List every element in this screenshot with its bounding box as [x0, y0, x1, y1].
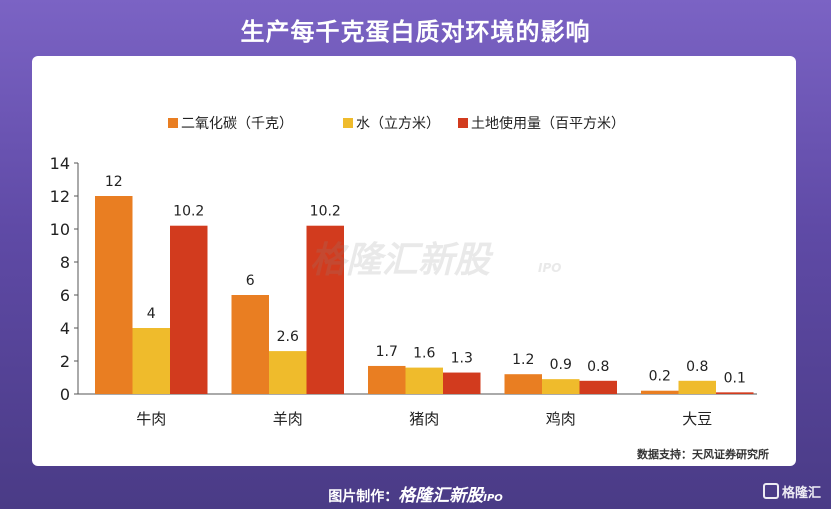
- data-label: 0.8: [686, 359, 708, 375]
- legend: 二氧化碳（千克） 水（立方米） 土地使用量（百平方米）: [168, 115, 625, 132]
- data-label: 12: [105, 174, 123, 190]
- bar: [542, 379, 580, 394]
- category-label: 羊肉: [273, 410, 303, 428]
- image-credit: 图片制作：格隆汇新股IPO: [0, 481, 831, 506]
- category-label: 鸡肉: [546, 410, 576, 428]
- data-label: 4: [147, 306, 156, 322]
- y-tick-label: 4: [60, 319, 70, 338]
- legend-swatch: [168, 118, 178, 128]
- corner-logo: 格隆汇: [762, 482, 821, 501]
- bar: [443, 372, 481, 394]
- bar: [132, 328, 170, 394]
- corner-logo-text: 格隆汇: [781, 486, 821, 501]
- bars: [95, 196, 754, 394]
- data-label: 0.8: [587, 359, 609, 375]
- chart-title: 生产每千克蛋白质对环境的影响: [240, 18, 591, 46]
- credit-brand: 格隆汇新股: [398, 486, 484, 506]
- bar: [405, 367, 443, 394]
- data-label: 0.1: [724, 370, 746, 386]
- data-label: 6: [246, 273, 255, 289]
- bar: [504, 374, 542, 394]
- data-label: 1.3: [451, 351, 473, 367]
- y-tick-label: 12: [50, 187, 70, 206]
- category-label: 大豆: [682, 410, 712, 428]
- category-label: 牛肉: [136, 410, 166, 428]
- y-tick-label: 0: [60, 385, 70, 404]
- data-label: 0.2: [649, 369, 671, 385]
- legend-swatch: [458, 118, 468, 128]
- watermark-sub: IPO: [538, 261, 561, 275]
- y-tick-label: 8: [60, 253, 70, 272]
- bar: [269, 351, 307, 394]
- y-tick-label: 6: [60, 286, 70, 305]
- chart-panel: [32, 56, 796, 466]
- y-tick-label: 14: [50, 154, 70, 173]
- bar: [368, 365, 406, 394]
- bar: [579, 380, 617, 394]
- legend-label: 水（立方米）: [356, 116, 440, 132]
- bar: [678, 380, 716, 394]
- bar: [716, 392, 754, 394]
- y-tick-label: 10: [50, 220, 70, 239]
- data-label: 10.2: [310, 204, 341, 220]
- data-label: 1.6: [413, 346, 435, 362]
- bar: [306, 225, 344, 394]
- watermark-text: 格隆汇新股: [310, 240, 494, 281]
- data-label: 2.6: [277, 329, 299, 345]
- y-tick-label: 2: [60, 352, 70, 371]
- bar: [170, 225, 208, 394]
- credit-sub: IPO: [483, 493, 503, 504]
- data-label: 1.7: [376, 344, 398, 360]
- legend-swatch: [343, 118, 353, 128]
- watermark: 格隆汇新股 IPO: [310, 240, 561, 281]
- data-label: 1.2: [512, 352, 534, 368]
- data-label: 10.2: [173, 204, 204, 220]
- bar: [231, 295, 269, 394]
- x-axis-categories: 牛肉 羊肉 猪肉 鸡肉 大豆: [136, 410, 712, 428]
- source-note: 数据支持：天风证券研究所: [637, 448, 769, 461]
- data-labels: 12 4 10.2 6 2.6 10.2 1.7 1.6 1.3 1.2 0.9 0.8 0.2 0.8 0…: [105, 174, 746, 386]
- credit-label: 图片制作：: [328, 489, 399, 505]
- legend-label: 二氧化碳（千克）: [181, 116, 293, 132]
- legend-label: 土地使用量（百平方米）: [471, 115, 625, 132]
- category-label: 猪肉: [409, 410, 439, 428]
- bar: [95, 196, 133, 394]
- bar: [641, 390, 679, 394]
- data-label: 0.9: [550, 357, 572, 373]
- logo-icon: [762, 483, 779, 499]
